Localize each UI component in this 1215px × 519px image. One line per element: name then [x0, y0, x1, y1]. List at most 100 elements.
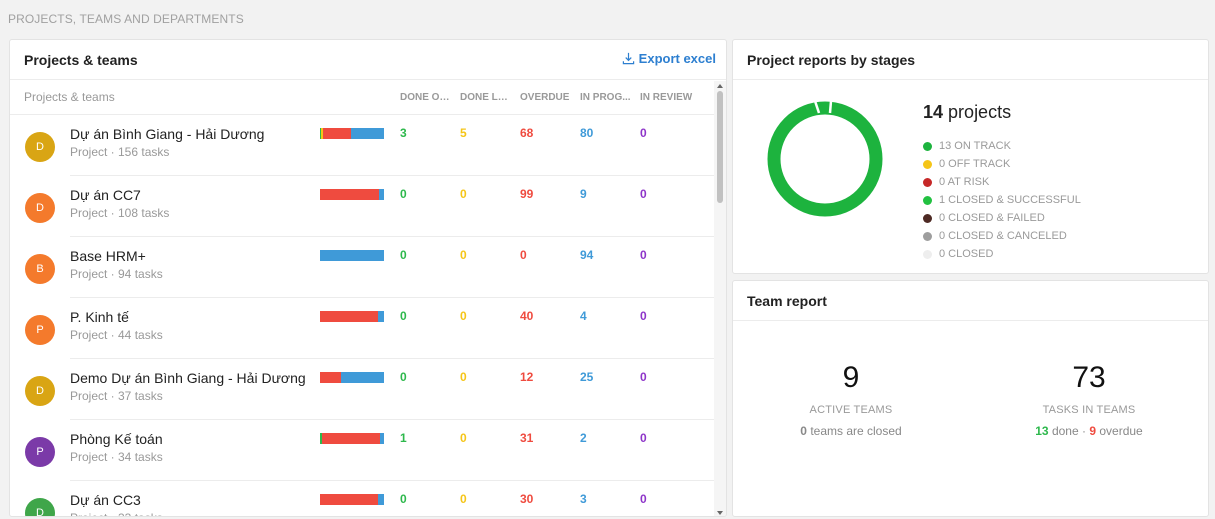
legend-label: 0 OFF TRACK: [939, 158, 1011, 170]
project-name[interactable]: Dự án CC7: [70, 187, 141, 203]
table-row[interactable]: D Dự án Bình Giang - Hải Dương Project · 1…: [10, 115, 716, 176]
project-name[interactable]: Demo Dự án Bình Giang - Hải Dương: [70, 370, 306, 386]
overdue-count: 68: [520, 126, 534, 140]
project-name[interactable]: Base HRM+: [70, 248, 146, 264]
legend-dot-icon: [923, 231, 932, 241]
in-review-count: 0: [640, 187, 647, 201]
in-review-count: 0: [640, 309, 647, 323]
overdue-count: 40: [520, 309, 534, 323]
table-row[interactable]: P Phòng Kế toán Project · 34 tasks 1 0 31 2 0: [10, 420, 716, 481]
task-status-bar: [320, 494, 384, 505]
legend-dot-icon: [923, 141, 932, 151]
team-card-header: Team report: [733, 281, 1208, 321]
bar-segment-late: [321, 128, 324, 139]
task-status-bar: [320, 311, 384, 322]
legend-item: 0 CLOSED: [923, 245, 1081, 263]
done-late-count: 0: [460, 492, 467, 506]
column-header-done-on-time[interactable]: DONE ON...: [400, 92, 452, 103]
stages-card-title: Project reports by stages: [747, 51, 916, 68]
avatar: D: [25, 132, 55, 162]
legend-dot-icon: [923, 177, 932, 187]
export-excel-label: Export excel: [638, 51, 716, 66]
in-progress-count: 9: [580, 187, 587, 201]
active-teams-label: ACTIVE TEAMS: [809, 404, 893, 416]
column-header-name[interactable]: Projects & teams: [24, 90, 115, 104]
projects-teams-card: Projects & teams Export excel Projects &…: [9, 39, 727, 517]
in-review-count: 0: [640, 248, 647, 262]
scroll-up-arrow-icon[interactable]: [717, 84, 723, 88]
in-review-count: 0: [640, 431, 647, 445]
legend-label: 1 CLOSED & SUCCESSFUL: [939, 194, 1081, 206]
in-progress-count: 94: [580, 248, 594, 262]
row-divider: [70, 297, 716, 298]
scroll-down-arrow-icon[interactable]: [717, 511, 723, 515]
bar-segment-overdue: [320, 372, 341, 383]
column-header-in-review[interactable]: IN REVIEW: [640, 92, 693, 103]
project-name[interactable]: Dự án CC3: [70, 492, 141, 508]
column-header-in-progress[interactable]: IN PROG...: [580, 92, 631, 103]
done-on-time-count: 1: [400, 431, 407, 445]
table-row[interactable]: D Dự án CC7 Project · 108 tasks 0 0 99 9 0: [10, 176, 716, 237]
legend-label: 13 ON TRACK: [939, 140, 1011, 152]
table-row[interactable]: DDự án CC3Project · 33 tasks003030: [10, 481, 716, 516]
project-subtitle: Project · 37 tasks: [70, 389, 163, 403]
team-report-card: Team report 9 ACTIVE TEAMS 0 teams are c…: [732, 280, 1209, 517]
table-row[interactable]: P P. Kinh tế Project · 44 tasks 0 0 40 4 0: [10, 298, 716, 359]
done-on-time-count: 0: [400, 248, 407, 262]
projects-card-title: Projects & teams: [24, 51, 138, 68]
bar-segment-in-progress: [320, 250, 384, 261]
table-row[interactable]: D Demo Dự án Bình Giang - Hải Dương Projec…: [10, 359, 716, 420]
donut-segment-on-track: [767, 101, 883, 217]
team-done-count: 13: [1035, 424, 1049, 438]
team-overdue-label: overdue: [1099, 424, 1143, 438]
done-late-count: 5: [460, 126, 467, 140]
task-status-bar: [320, 372, 384, 383]
row-divider: [70, 236, 716, 237]
row-divider: [70, 175, 716, 176]
overdue-count: 30: [520, 492, 534, 506]
export-excel-button[interactable]: Export excel: [622, 51, 716, 66]
bar-segment-overdue: [321, 433, 381, 444]
project-subtitle: Project · 156 tasks: [70, 145, 170, 159]
bar-segment-overdue: [320, 494, 379, 505]
active-teams-number: 9: [842, 361, 860, 394]
project-subtitle: Project · 34 tasks: [70, 450, 163, 464]
in-progress-count: 3: [580, 492, 587, 506]
project-name[interactable]: Dự án Bình Giang - Hải Dương: [70, 126, 265, 142]
scrollbar-thumb[interactable]: [717, 91, 723, 203]
scrollbar[interactable]: [714, 81, 726, 516]
column-header-overdue[interactable]: OVERDUE: [520, 92, 570, 103]
project-name[interactable]: P. Kinh tế: [70, 309, 129, 325]
stages-report-card: Project reports by stages 14 projects 13…: [732, 39, 1209, 274]
project-name[interactable]: Phòng Kế toán: [70, 431, 163, 447]
avatar: P: [25, 437, 55, 467]
table-row[interactable]: B Base HRM+ Project · 94 tasks 0 0 0 94 0: [10, 237, 716, 298]
done-late-count: 0: [460, 248, 467, 262]
bar-segment-in-progress: [380, 433, 384, 444]
bar-segment-overdue: [320, 311, 379, 322]
avatar: D: [25, 376, 55, 406]
projects-list: D Dự án Bình Giang - Hải Dương Project · 1…: [10, 115, 716, 516]
section-title: PROJECTS, TEAMS AND DEPARTMENTS: [8, 12, 244, 26]
donut-segment-gap: [813, 100, 821, 114]
legend-dot-icon: [923, 195, 932, 205]
column-header-done-late[interactable]: DONE LA...: [460, 92, 512, 103]
done-on-time-count: 0: [400, 370, 407, 384]
in-review-count: 0: [640, 492, 647, 506]
in-review-count: 0: [640, 126, 647, 140]
avatar: P: [25, 315, 55, 345]
closed-teams-label: teams are closed: [810, 424, 902, 438]
legend-item: 13 ON TRACK: [923, 137, 1081, 155]
project-count-label: projects: [948, 102, 1012, 122]
bar-segment-in-progress: [351, 128, 384, 139]
closed-teams-count: 0: [800, 424, 807, 438]
project-subtitle: Project · 94 tasks: [70, 267, 163, 281]
team-tasks-summary: 13 done · 9 overdue: [989, 424, 1189, 438]
in-progress-count: 80: [580, 126, 594, 140]
closed-teams-text: 0 teams are closed: [751, 424, 951, 438]
row-divider: [70, 480, 716, 481]
overdue-count: 31: [520, 431, 534, 445]
legend-item: 0 CLOSED & CANCELED: [923, 227, 1081, 245]
project-count-number: 14: [923, 102, 944, 122]
done-on-time-count: 0: [400, 492, 407, 506]
